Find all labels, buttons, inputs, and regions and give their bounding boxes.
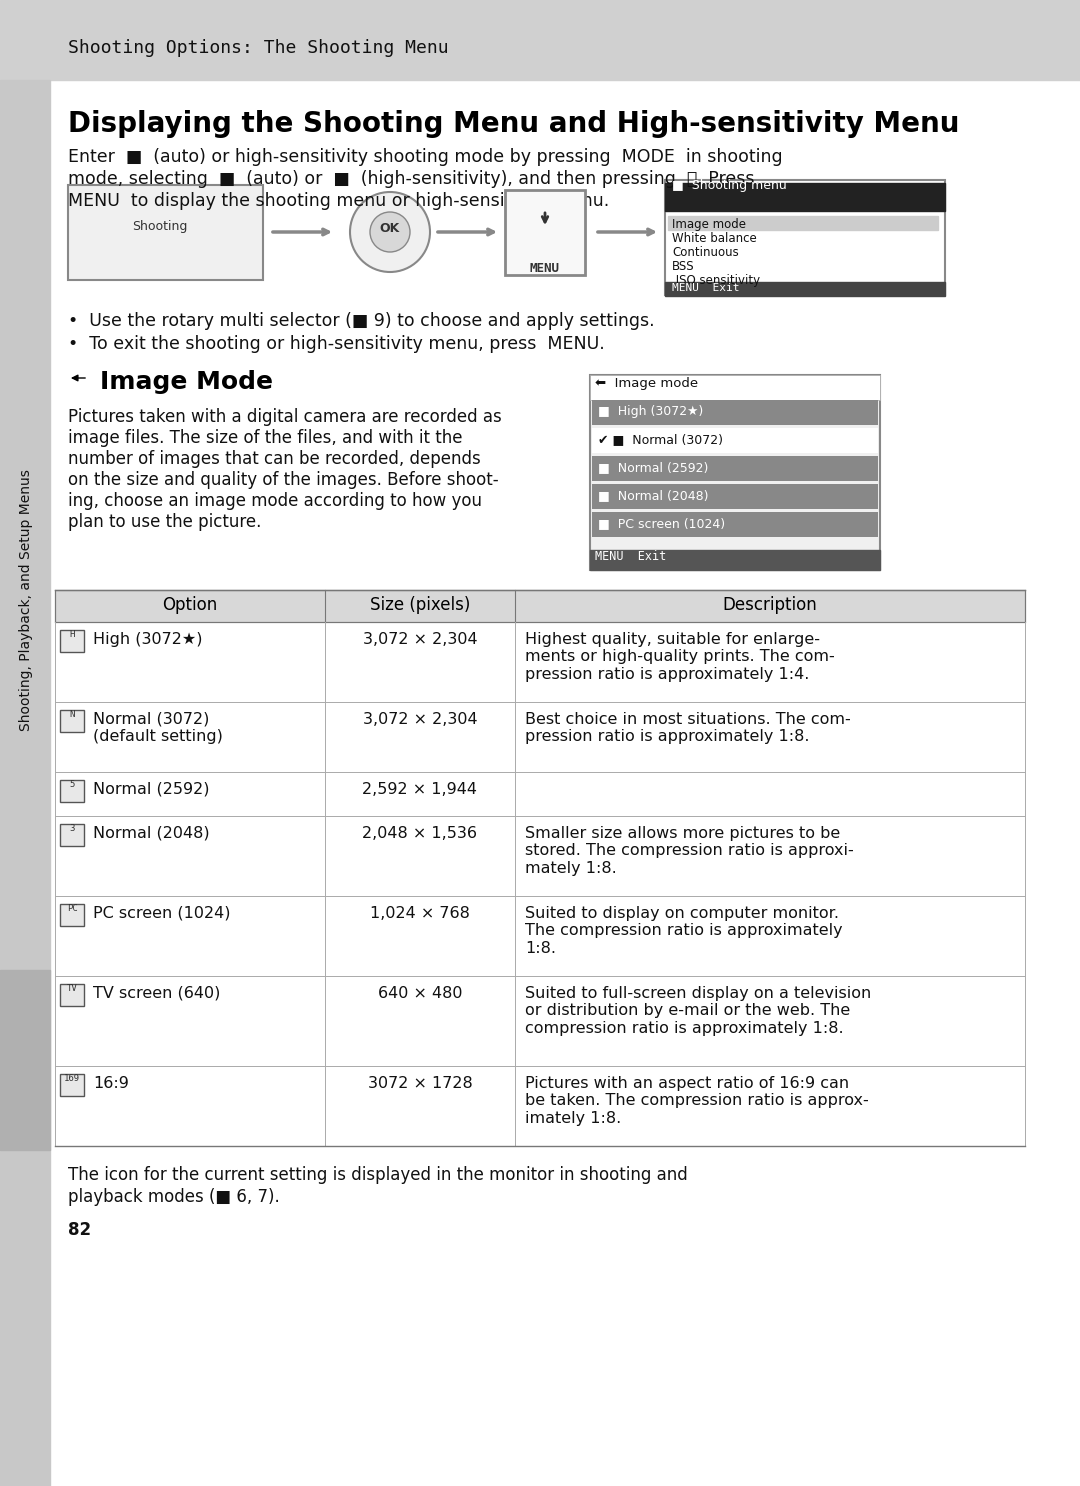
Text: ✔ ■  Normal (3072): ✔ ■ Normal (3072) [598, 432, 723, 446]
Bar [665, 183, 945, 211]
Text: MENU  Exit: MENU Exit [672, 282, 740, 293]
Text: ■  Normal (2048): ■ Normal (2048) [598, 489, 708, 502]
Text: mode, selecting  ■  (auto) or  ■  (high-sensitivity), and then pressing  Ⓢ. Pres: mode, selecting ■ (auto) or ■ (high-sens… [68, 169, 755, 189]
Text: Pictures taken with a digital camera are recorded as: Pictures taken with a digital camera are… [68, 409, 502, 426]
Text: Shooting, Playback, and Setup Menus: Shooting, Playback, and Setup Menus [19, 470, 33, 731]
Text: ■  Normal (2592): ■ Normal (2592) [598, 461, 708, 474]
Text: .ISO sensitivity: .ISO sensitivity [672, 273, 760, 287]
Text: Normal (3072)
(default setting): Normal (3072) (default setting) [93, 712, 222, 744]
Text: Enter  ■  (auto) or high-sensitivity shooting mode by pressing  MODE  in shootin: Enter ■ (auto) or high-sensitivity shoot… [68, 149, 783, 166]
Text: Image Mode: Image Mode [100, 370, 273, 394]
Text: Description: Description [723, 596, 818, 614]
Text: Shooting: Shooting [133, 220, 188, 233]
Text: Normal (2048): Normal (2048) [93, 826, 210, 841]
Text: Suited to display on computer monitor.
The compression ratio is approximately
1:: Suited to display on computer monitor. T… [525, 906, 842, 955]
Bar [592, 428, 878, 453]
Text: Highest quality, suitable for enlarge-
ments or high-quality prints. The com-
pr: Highest quality, suitable for enlarge- m… [525, 632, 835, 682]
Bar [669, 215, 939, 230]
Text: Smaller size allows more pictures to be
stored. The compression ratio is approxi: Smaller size allows more pictures to be … [525, 826, 854, 875]
Bar [60, 825, 84, 846]
Text: ■  PC screen (1024): ■ PC screen (1024) [598, 517, 725, 531]
Bar [0, 970, 50, 1150]
Text: ⬅  Image mode: ⬅ Image mode [595, 377, 698, 389]
Bar [55, 590, 1025, 623]
Text: plan to use the picture.: plan to use the picture. [68, 513, 261, 531]
Bar [592, 513, 878, 536]
Text: White balance: White balance [672, 232, 757, 245]
Circle shape [350, 192, 430, 272]
Text: PC: PC [67, 903, 78, 912]
Text: ing, choose an image mode according to how you: ing, choose an image mode according to h… [68, 492, 482, 510]
Bar [60, 710, 84, 733]
Text: Option: Option [162, 596, 218, 614]
Text: 3,072 × 2,304: 3,072 × 2,304 [363, 632, 477, 646]
Text: 169: 169 [64, 1074, 80, 1083]
Bar [60, 630, 84, 652]
Bar [60, 984, 84, 1006]
Text: 16:9: 16:9 [93, 1076, 129, 1091]
Text: •  Use the rotary multi selector (■ 9) to choose and apply settings.: • Use the rotary multi selector (■ 9) to… [68, 312, 654, 330]
Text: 5: 5 [69, 780, 75, 789]
Text: Suited to full-screen display on a television
or distribution by e-mail or the w: Suited to full-screen display on a telev… [525, 987, 872, 1036]
Text: Size (pixels): Size (pixels) [369, 596, 470, 614]
Bar [592, 484, 878, 510]
Text: PC screen (1024): PC screen (1024) [93, 906, 230, 921]
Bar [0, 80, 50, 1486]
Text: on the size and quality of the images. Before shoot-: on the size and quality of the images. B… [68, 471, 499, 489]
Text: 2,048 × 1,536: 2,048 × 1,536 [363, 826, 477, 841]
Text: H: H [69, 630, 75, 639]
Bar [505, 190, 585, 275]
Text: 3,072 × 2,304: 3,072 × 2,304 [363, 712, 477, 727]
Bar [60, 903, 84, 926]
Text: TV: TV [67, 984, 78, 993]
Text: ■  Shooting menu: ■ Shooting menu [672, 178, 786, 192]
Text: TV screen (640): TV screen (640) [93, 987, 220, 1002]
Text: •  To exit the shooting or high-sensitivity menu, press  MENU.: • To exit the shooting or high-sensitivi… [68, 334, 605, 354]
Text: 640 × 480: 640 × 480 [378, 987, 462, 1002]
Bar [60, 780, 84, 802]
Bar [68, 184, 264, 279]
Text: Best choice in most situations. The com-
pression ratio is approximately 1:8.: Best choice in most situations. The com-… [525, 712, 851, 744]
Text: 3072 × 1728: 3072 × 1728 [367, 1076, 472, 1091]
Bar [0, 0, 1080, 80]
FancyArrowPatch shape [72, 376, 85, 380]
Text: 2,592 × 1,944: 2,592 × 1,944 [363, 782, 477, 796]
Text: Image mode: Image mode [672, 218, 746, 230]
Bar [590, 550, 880, 571]
Text: number of images that can be recorded, depends: number of images that can be recorded, d… [68, 450, 481, 468]
Text: Shooting Options: The Shooting Menu: Shooting Options: The Shooting Menu [68, 39, 448, 56]
Text: 1,024 × 768: 1,024 × 768 [370, 906, 470, 921]
Bar [665, 180, 945, 296]
Text: Displaying the Shooting Menu and High-sensitivity Menu: Displaying the Shooting Menu and High-se… [68, 110, 959, 138]
Text: High (3072★): High (3072★) [93, 632, 203, 646]
Text: 3: 3 [69, 825, 75, 834]
Bar [60, 1074, 84, 1097]
Text: MENU  to display the shooting menu or high-sensitivity menu.: MENU to display the shooting menu or hig… [68, 192, 609, 210]
Text: image files. The size of the files, and with it the: image files. The size of the files, and … [68, 429, 462, 447]
Bar [665, 282, 945, 296]
Text: MENU: MENU [530, 262, 561, 275]
Bar [592, 400, 878, 425]
Text: playback modes (■ 6, 7).: playback modes (■ 6, 7). [68, 1187, 280, 1207]
Text: Continuous: Continuous [672, 247, 739, 259]
Text: ■  High (3072★): ■ High (3072★) [598, 406, 703, 418]
Text: Pictures with an aspect ratio of 16:9 can
be taken. The compression ratio is app: Pictures with an aspect ratio of 16:9 ca… [525, 1076, 868, 1126]
Text: N: N [69, 710, 75, 719]
Bar [590, 374, 880, 571]
Text: Normal (2592): Normal (2592) [93, 782, 210, 796]
Text: BSS: BSS [672, 260, 694, 273]
Text: MENU  Exit: MENU Exit [595, 550, 666, 563]
Text: 82: 82 [68, 1221, 91, 1239]
Text: OK: OK [380, 221, 400, 235]
Circle shape [370, 212, 410, 253]
Bar [592, 456, 878, 481]
Bar [590, 374, 880, 400]
Text: The icon for the current setting is displayed in the monitor in shooting and: The icon for the current setting is disp… [68, 1167, 688, 1184]
